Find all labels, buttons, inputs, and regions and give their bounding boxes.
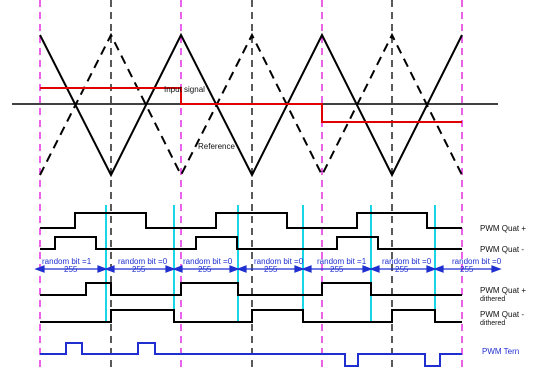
interval-label: 255	[330, 265, 344, 274]
arrow-head	[294, 265, 305, 273]
random-bit-label: random bit =1	[42, 257, 92, 266]
guide-lines	[39, 0, 463, 372]
pwm-quat-minus-dithered-label-2: dithered	[480, 320, 505, 327]
reference-label: Reference	[198, 142, 235, 151]
arrow-head	[491, 265, 502, 273]
random-bit-label: random bit =1	[317, 257, 367, 266]
cyan-markers	[105, 205, 436, 322]
arrow-head	[165, 265, 176, 273]
pwm-tern-trace	[40, 342, 462, 367]
input-signal-trace	[40, 87, 462, 123]
pwm-quat-plus-label: PWM Quat +	[480, 224, 526, 233]
pwm-quat-plus-dithered-trace	[40, 282, 462, 296]
arrow-head	[172, 265, 183, 273]
pwm-quat-plus-trace	[40, 212, 462, 229]
arrow-head	[236, 265, 247, 273]
carrier-solid	[39, 32, 463, 178]
pwm-quat-minus-dithered-label-1: PWM Quat -	[480, 310, 524, 319]
arrow-head	[362, 265, 373, 273]
random-bit-label: random bit =0	[183, 257, 233, 266]
pwm-quat-plus-dithered-label-1: PWM Quat +	[480, 286, 526, 295]
arrow-head	[34, 265, 45, 273]
interval-label: 255	[132, 265, 146, 274]
arrow-head	[369, 265, 380, 273]
arrow-head	[97, 265, 108, 273]
random-bit-label: random bit =0	[452, 257, 502, 266]
random-bit-label: random bit =0	[254, 257, 304, 266]
random-bit-row: random bit =1 random bit =0 random bit =…	[34, 257, 502, 274]
carrier-dashed	[39, 32, 463, 178]
interval-label: 255	[264, 265, 278, 274]
arrow-head	[426, 265, 437, 273]
interval-label: 255	[198, 265, 212, 274]
pwm-tern-label: PWM Tern	[482, 347, 519, 356]
arrow-head	[433, 265, 444, 273]
random-bit-label: random bit =0	[382, 257, 432, 266]
interval-label: 255	[395, 265, 409, 274]
arrow-head	[301, 265, 312, 273]
arrow-head	[229, 265, 240, 273]
interval-arrows	[34, 265, 502, 273]
random-bit-label: random bit =0	[118, 257, 168, 266]
pwm-quat-plus-dithered-label-2: dithered	[480, 296, 505, 303]
arrow-head	[104, 265, 115, 273]
interval-label: 255	[460, 265, 474, 274]
pwm-quat-minus-dithered-trace	[40, 309, 462, 323]
pwm-quat-minus-label: PWM Quat -	[480, 245, 524, 254]
pwm-quat-minus-trace	[40, 236, 462, 250]
interval-label: 255	[64, 265, 78, 274]
input-signal-label: Input signal	[164, 85, 205, 94]
